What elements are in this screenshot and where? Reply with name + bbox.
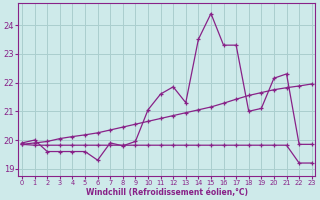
X-axis label: Windchill (Refroidissement éolien,°C): Windchill (Refroidissement éolien,°C) xyxy=(86,188,248,197)
